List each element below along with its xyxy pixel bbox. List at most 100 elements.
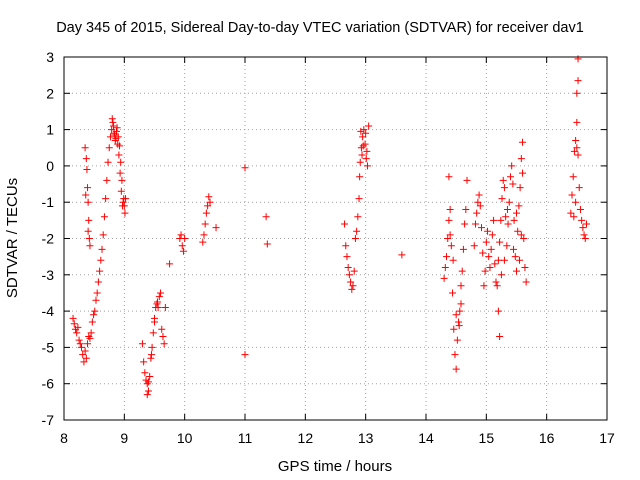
- data-point: [573, 118, 581, 126]
- data-point: [449, 289, 457, 297]
- data-point: [455, 318, 463, 326]
- data-point: [146, 372, 154, 380]
- data-point: [200, 231, 208, 239]
- data-point: [520, 235, 528, 242]
- data-point: [579, 224, 587, 232]
- data-point: [159, 333, 167, 341]
- data-point: [86, 334, 94, 342]
- data-point: [82, 354, 90, 362]
- data-point: [104, 158, 112, 166]
- data-point: [155, 293, 163, 301]
- data-point: [75, 336, 83, 344]
- data-point: [441, 264, 449, 272]
- data-point: [580, 231, 588, 239]
- data-point: [515, 202, 523, 210]
- data-point: [111, 131, 119, 139]
- data-point: [459, 245, 467, 253]
- data-point: [470, 242, 478, 250]
- data-point: [206, 198, 214, 206]
- data-point: [93, 289, 101, 297]
- data-point: [99, 231, 107, 239]
- data-point: [241, 164, 249, 172]
- data-point: [473, 209, 481, 217]
- data-point: [84, 227, 92, 235]
- data-point: [147, 354, 155, 362]
- data-point: [262, 213, 270, 221]
- data-point: [103, 176, 111, 184]
- data-point: [157, 289, 165, 297]
- data-point: [109, 118, 117, 126]
- data-point: [94, 278, 102, 286]
- data-point: [91, 307, 99, 315]
- x-tick-label: 16: [539, 430, 555, 446]
- y-tick-label: 2: [46, 85, 54, 101]
- data-point: [140, 358, 148, 366]
- data-point: [80, 358, 88, 366]
- data-point: [462, 205, 470, 213]
- y-tick-label: 3: [46, 49, 54, 65]
- data-point: [92, 296, 100, 304]
- data-point: [179, 247, 187, 255]
- data-point: [341, 220, 349, 228]
- data-point: [570, 147, 578, 155]
- data-point: [573, 144, 581, 152]
- data-point: [484, 227, 492, 235]
- y-tick-label: -2: [42, 231, 55, 247]
- data-point: [447, 242, 455, 250]
- data-point: [445, 216, 453, 224]
- data-point: [461, 220, 469, 228]
- data-point: [199, 238, 207, 246]
- data-point: [572, 198, 580, 206]
- data-point: [97, 256, 105, 264]
- data-point: [356, 173, 364, 181]
- data-point: [73, 329, 81, 337]
- data-point: [482, 238, 490, 246]
- data-point: [497, 216, 505, 224]
- data-point: [90, 311, 98, 319]
- data-point: [351, 235, 359, 242]
- data-point: [474, 198, 482, 206]
- data-point: [363, 147, 371, 155]
- data-point: [177, 231, 185, 239]
- data-point: [492, 278, 500, 286]
- data-point: [504, 220, 512, 228]
- data-point: [476, 202, 484, 210]
- data-point: [105, 144, 113, 152]
- data-point: [69, 314, 77, 322]
- data-point: [450, 325, 458, 333]
- data-point: [443, 253, 451, 261]
- data-point: [117, 187, 125, 195]
- data-point: [85, 333, 93, 341]
- data-point: [113, 124, 121, 132]
- data-point: [158, 325, 166, 333]
- data-point: [161, 303, 169, 311]
- data-point: [353, 227, 361, 235]
- data-point: [488, 231, 496, 239]
- x-axis-label: GPS time / hours: [278, 458, 392, 475]
- data-point: [486, 264, 494, 272]
- data-point: [496, 238, 504, 246]
- data-point: [575, 184, 583, 192]
- data-point: [485, 253, 493, 261]
- data-point: [506, 173, 514, 181]
- data-point: [117, 158, 125, 166]
- data-point: [516, 256, 524, 264]
- data-point: [144, 378, 152, 386]
- data-point: [451, 351, 459, 359]
- data-point: [343, 253, 351, 261]
- data-point: [118, 176, 126, 184]
- data-point: [153, 300, 161, 308]
- data-point: [205, 193, 213, 201]
- data-point: [494, 307, 502, 315]
- data-point: [365, 122, 373, 130]
- data-point: [138, 340, 146, 348]
- data-point: [356, 158, 364, 166]
- x-tick-label: 11: [238, 430, 253, 446]
- data-point: [77, 343, 85, 351]
- data-point: [70, 320, 78, 328]
- data-point: [263, 240, 271, 248]
- data-point: [141, 369, 149, 377]
- data-point: [112, 127, 120, 135]
- y-tick-labels: -7 -6 -5 -4 -3 -2 -1 0 1 2 3: [42, 49, 55, 428]
- data-point: [363, 162, 371, 170]
